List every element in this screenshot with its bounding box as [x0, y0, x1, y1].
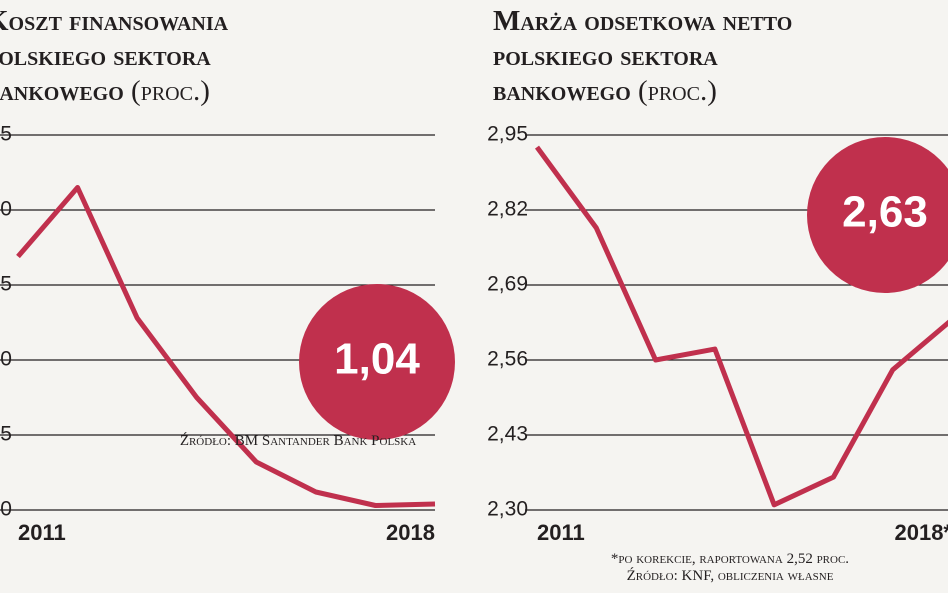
source: Źródło: BM Santander Bank Polska [180, 432, 416, 449]
value-bubble [299, 284, 455, 440]
title-line: bankowego [493, 75, 631, 107]
y-tick-label: 2,5 [0, 273, 12, 296]
y-tick-label: 2,0 [0, 348, 12, 371]
chart-title: Marża odsetkowa netto [493, 5, 792, 37]
title-line: polskiego sektora [493, 40, 718, 72]
title-line: bankowego [0, 75, 124, 107]
chart-title: bankowego (proc.) [0, 75, 210, 107]
x-tick-label: 2018* [894, 520, 948, 545]
chart-title: bankowego (proc.) [493, 75, 717, 107]
unit: (proc.) [131, 75, 210, 107]
title-line: polskiego sektora [0, 40, 211, 72]
unit: (proc.) [638, 75, 717, 107]
title-line: Marża odsetkowa netto [493, 5, 792, 37]
chart-title: Koszt finansowania [0, 5, 229, 37]
y-tick-label: 3,5 [0, 123, 12, 146]
x-tick-label: 2011 [537, 520, 585, 545]
y-tick-label: 3,0 [0, 198, 12, 221]
y-tick-label: 2,56 [487, 348, 528, 371]
source: Źródło: KNF, obliczenia własne [627, 567, 834, 584]
line [534, 145, 948, 508]
y-tick-label: 2,95 [487, 123, 528, 146]
chart-title: polskiego sektora [0, 40, 211, 72]
value-bubble [807, 137, 948, 293]
value-label: 1,04 [334, 335, 420, 384]
y-tick-label: 2,30 [487, 498, 528, 521]
x-tick-label: 2011 [18, 520, 66, 545]
x-tick-label: 2018 [386, 520, 435, 545]
y-tick-label: 2,69 [487, 273, 528, 296]
y-tick-label: 2,82 [487, 198, 528, 221]
y-tick-label: 2,43 [487, 423, 528, 446]
value-label: 2,63 [842, 188, 928, 237]
title-line: Koszt finansowania [0, 5, 229, 37]
y-tick-label: 1,5 [0, 423, 12, 446]
line [16, 185, 436, 508]
footnote: *po korekcie, raportowana 2,52 proc. [611, 551, 849, 567]
chart-title: polskiego sektora [493, 40, 718, 72]
y-tick-label: 1,0 [0, 498, 12, 521]
